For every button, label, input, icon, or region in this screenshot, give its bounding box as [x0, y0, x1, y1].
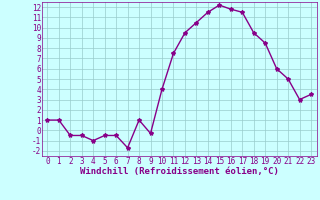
- X-axis label: Windchill (Refroidissement éolien,°C): Windchill (Refroidissement éolien,°C): [80, 167, 279, 176]
